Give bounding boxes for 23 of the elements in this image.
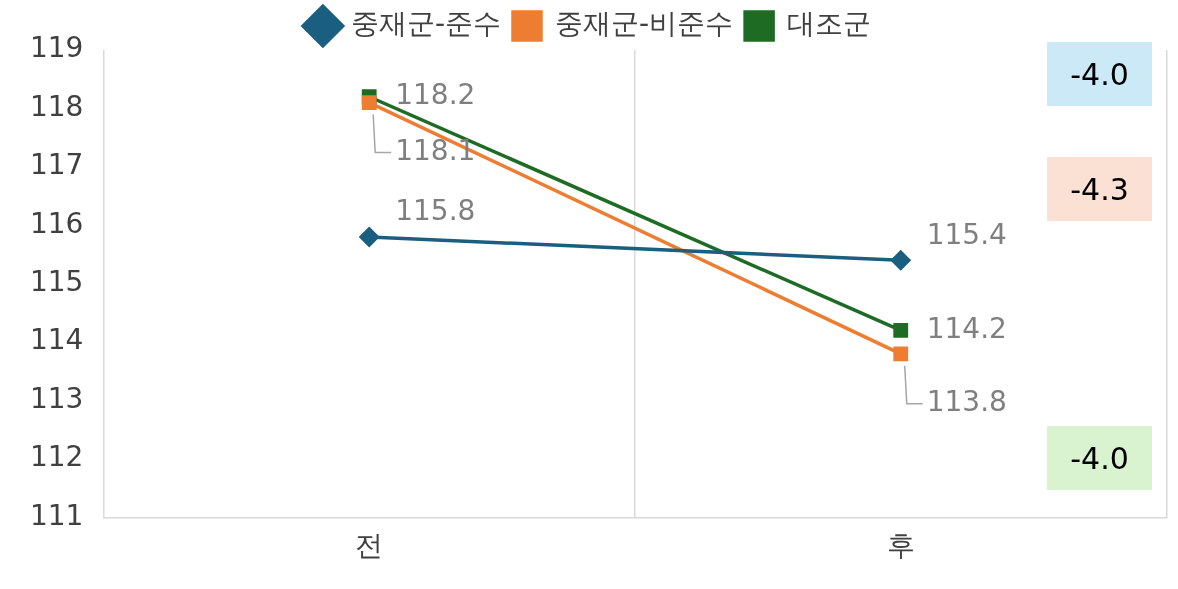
y-tick-label: 118 <box>29 89 84 123</box>
y-tick-label: 111 <box>29 498 84 532</box>
data-label: 113.8 <box>926 385 1007 419</box>
data-label: 118.2 <box>395 78 476 112</box>
data-label: 118.1 <box>395 133 476 167</box>
annotation: -4.3 <box>1047 157 1152 221</box>
y-tick-label: 114 <box>29 323 84 357</box>
legend-label: 대조군 <box>787 7 872 41</box>
annotation: -4.0 <box>1047 42 1152 106</box>
y-tick-label: 119 <box>29 31 84 65</box>
data-label: 115.8 <box>395 194 476 228</box>
legend-label: 중재군-준수 <box>350 7 502 41</box>
y-tick-label: 113 <box>29 381 84 415</box>
annotation: -4.0 <box>1047 426 1152 490</box>
y-tick-label: 117 <box>29 148 84 182</box>
y-tick-label: 116 <box>29 206 84 240</box>
data-label: 115.4 <box>926 217 1007 251</box>
x-tick-label: 후 <box>886 529 915 563</box>
y-tick-label: 115 <box>29 264 84 298</box>
data-label: 114.2 <box>926 311 1007 345</box>
x-tick-label: 전 <box>355 529 384 563</box>
legend-label: 중재군-비준수 <box>555 7 734 41</box>
y-tick-label: 112 <box>29 440 84 474</box>
